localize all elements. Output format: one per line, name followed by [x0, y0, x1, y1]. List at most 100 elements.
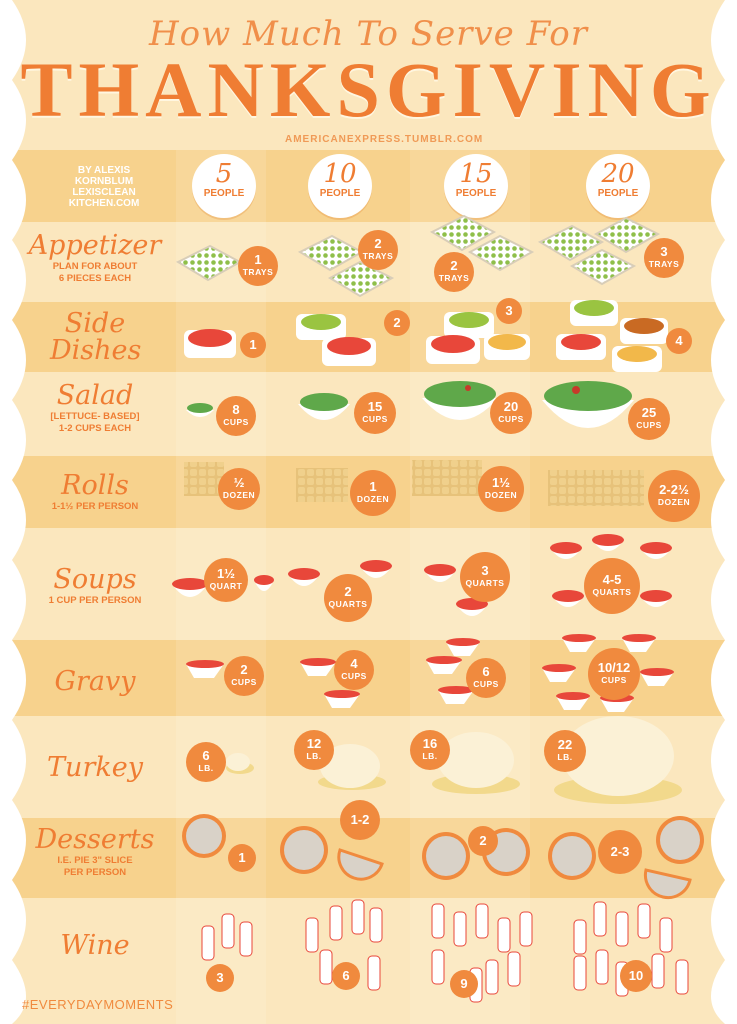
- amount-badge: 6 CUPS: [466, 658, 506, 698]
- amount-unit: CUPS: [601, 675, 627, 685]
- amount-unit: QUARTS: [465, 578, 505, 588]
- amount-badge: 1: [240, 332, 266, 358]
- amount-quantity: 6: [202, 748, 210, 763]
- amount-unit: CUPS: [362, 414, 388, 424]
- title-script: How Much To Serve For: [148, 14, 589, 54]
- amount-badge: 1½ QUART: [204, 558, 248, 602]
- amount-badge: 1 TRAYS: [238, 246, 278, 286]
- amount-unit: TRAYS: [242, 267, 274, 277]
- amount-quantity: 4: [675, 333, 683, 348]
- amount-badge: 3: [206, 964, 234, 992]
- amount-badge: 1 DOZEN: [350, 470, 396, 516]
- row-name: Gravy: [54, 666, 136, 697]
- amount-badge: 1-2: [340, 800, 380, 840]
- column-header-20: 20 PEOPLE: [586, 154, 650, 218]
- amount-badge: 8 CUPS: [216, 396, 256, 436]
- amount-quantity: 8: [232, 402, 240, 417]
- wine-bottles-icon: [201, 899, 689, 1003]
- amount-badge: 20 CUPS: [490, 392, 532, 434]
- amount-quantity: ½: [233, 475, 245, 490]
- turkey-icon: [226, 716, 682, 804]
- amount-unit: LB.: [557, 752, 573, 762]
- amount-badge: 2 TRAYS: [434, 252, 474, 292]
- amount-quantity: 6: [482, 664, 490, 679]
- hashtag[interactable]: #EVERYDAYMOMENTS: [22, 997, 174, 1012]
- row-name: Turkey: [47, 752, 143, 783]
- amount-badge: 2-3: [598, 830, 642, 874]
- amount-unit: DOZEN: [222, 490, 256, 500]
- amount-badge: 3 QUARTS: [460, 552, 510, 602]
- amount-unit: CUPS: [498, 414, 524, 424]
- amount-badge: 2 CUPS: [224, 656, 264, 696]
- row-note: 1 CUP PER PERSON: [48, 595, 142, 606]
- row-name: Salad: [56, 380, 134, 411]
- amount-quantity: 2: [450, 258, 458, 273]
- amount-badge: 22 LB.: [544, 730, 586, 772]
- appetizer-trays-icon: [175, 214, 661, 298]
- column-header-label: PEOPLE: [319, 188, 361, 199]
- amount-unit: QUARTS: [592, 587, 632, 597]
- amount-badge: 4: [666, 328, 692, 354]
- amount-quantity: 2: [344, 584, 352, 599]
- amount-unit: QUART: [209, 581, 243, 591]
- byline-line: KORNBLUM: [74, 176, 134, 187]
- amount-badge: 10: [620, 960, 652, 992]
- row-note: PLAN FOR ABOUT: [52, 261, 138, 272]
- amount-badge: 2: [384, 310, 410, 336]
- amount-quantity: 2: [393, 315, 401, 330]
- byline: BY ALEXIS KORNBLUM LEXISCLEAN KITCHEN.CO…: [44, 165, 164, 209]
- amount-unit: CUPS: [341, 671, 367, 681]
- row-label-turkey: Turkey: [20, 754, 170, 781]
- amount-quantity: 4: [350, 656, 358, 671]
- row-name: Soups: [53, 564, 137, 595]
- column-header-number: 5: [215, 159, 233, 189]
- amount-quantity: 3: [660, 244, 668, 259]
- row-note: 1-2 CUPS EACH: [58, 423, 132, 434]
- amount-unit: LB.: [198, 763, 214, 773]
- column-header-number: 10: [323, 159, 357, 189]
- row-name: Desserts: [35, 824, 155, 855]
- amount-badge: 2-2½ DOZEN: [648, 470, 700, 522]
- amount-badge: 2: [468, 826, 498, 856]
- row-note: 6 PIECES EACH: [58, 273, 132, 284]
- amount-badge: 4-5 QUARTS: [584, 558, 640, 614]
- amount-unit: QUARTS: [328, 599, 368, 609]
- amount-badge: 12 LB.: [294, 730, 334, 770]
- row-name: Appetizer: [28, 230, 162, 261]
- amount-quantity: 1: [369, 479, 377, 494]
- scalloped-left-edge: [0, 0, 26, 1024]
- amount-quantity: 2-2½: [659, 482, 689, 497]
- dessert-pies-icon: [182, 814, 704, 900]
- site-url[interactable]: AMERICANEXPRESS.TUMBLR.COM: [285, 134, 484, 145]
- byline-line: BY ALEXIS: [77, 165, 131, 176]
- amount-quantity: 2: [479, 833, 487, 848]
- row-label-soups: Soups 1 CUP PER PERSON: [20, 566, 170, 607]
- amount-unit: DOZEN: [356, 494, 390, 504]
- amount-unit: LB.: [422, 751, 438, 761]
- row-note: [LETTUCE- BASED]: [50, 411, 140, 422]
- column-header-15: 15 PEOPLE: [444, 154, 508, 218]
- amount-quantity: 15: [367, 399, 383, 414]
- row-label-gravy: Gravy: [20, 668, 170, 695]
- amount-quantity: 1½: [216, 566, 236, 581]
- column-header-number: 20: [601, 159, 635, 189]
- amount-badge: 2 QUARTS: [324, 574, 372, 622]
- row-name: Wine: [60, 930, 130, 961]
- soup-bowls-icon: [172, 534, 672, 616]
- amount-quantity: 16: [422, 736, 438, 751]
- amount-unit: CUPS: [636, 420, 662, 430]
- amount-quantity: 9: [460, 976, 468, 991]
- amount-quantity: 10: [628, 968, 644, 983]
- byline-line: KITCHEN.COM: [68, 198, 140, 209]
- amount-quantity: 10/12: [597, 660, 631, 675]
- byline-line: LEXISCLEAN: [72, 187, 136, 198]
- amount-quantity: 22: [557, 737, 573, 752]
- amount-unit: CUPS: [231, 677, 257, 687]
- row-label-wine: Wine: [20, 932, 170, 959]
- row-name: Side Dishes: [50, 308, 142, 366]
- amount-quantity: 2: [240, 662, 248, 677]
- amount-quantity: 25: [641, 405, 657, 420]
- amount-badge: 1½ DOZEN: [478, 466, 524, 512]
